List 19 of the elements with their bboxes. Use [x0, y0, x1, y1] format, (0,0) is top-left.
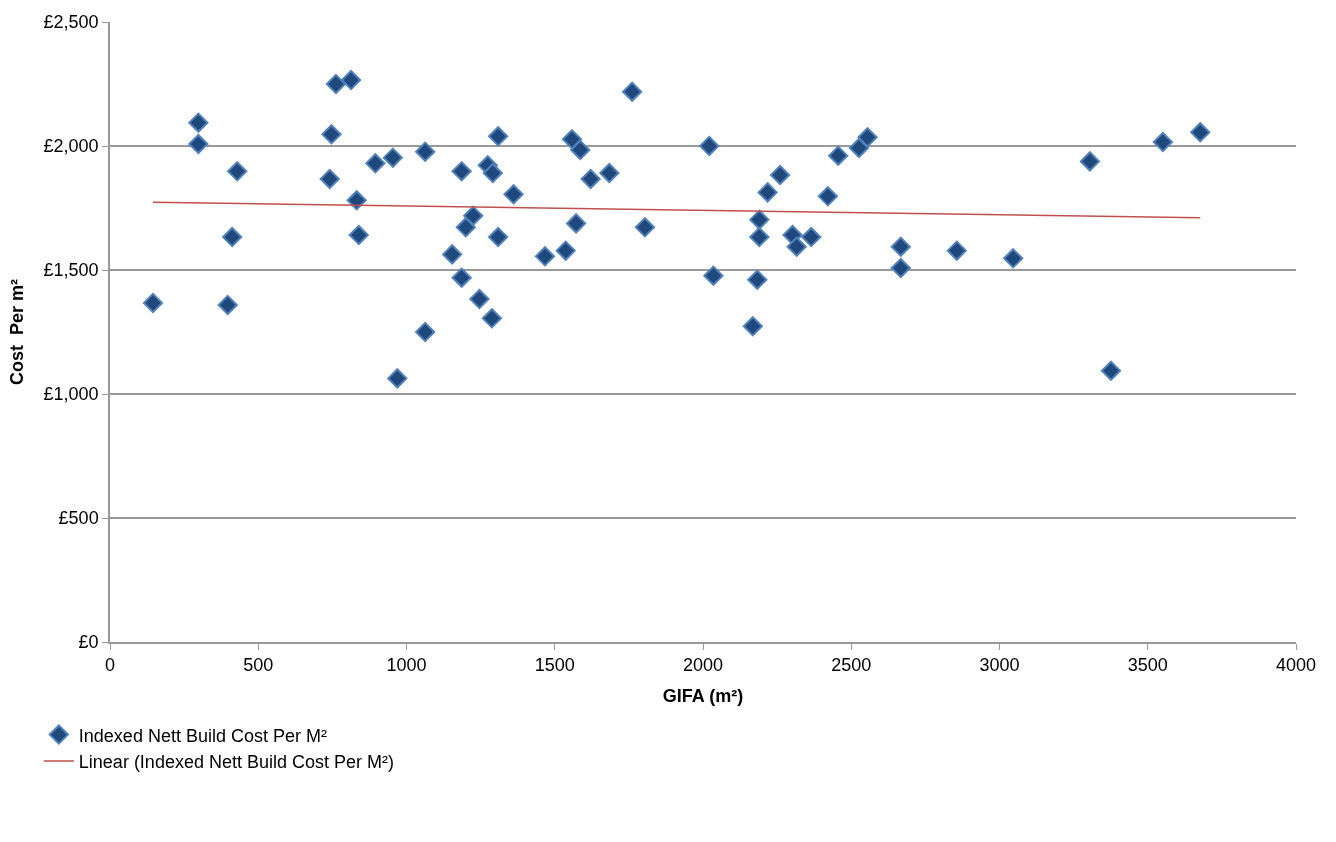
- y-tick-label: £0: [78, 632, 99, 653]
- y-axis-title: Cost Per m²: [7, 278, 28, 386]
- y-tick-label: £500: [58, 508, 99, 529]
- x-tick-label: 3000: [979, 655, 1020, 676]
- x-tick-label: 0: [104, 655, 116, 676]
- x-tick-label: 4000: [1275, 655, 1317, 676]
- y-tick-label: £2,500: [43, 12, 99, 33]
- x-tick-label: 500: [243, 655, 274, 676]
- legend-label: Linear (Indexed Nett Build Cost Per M²): [78, 752, 394, 773]
- y-tick-label: £2,000: [43, 136, 99, 157]
- x-axis-title: GIFA (m²): [662, 685, 744, 706]
- legend-label: Indexed Nett Build Cost Per M²: [78, 725, 327, 746]
- x-tick-label: 2500: [831, 655, 872, 676]
- x-tick-label: 1000: [386, 655, 427, 676]
- x-tick-label: 1500: [534, 655, 575, 676]
- y-tick-label: £1,000: [43, 384, 99, 405]
- x-tick-label: 2000: [682, 655, 724, 676]
- x-tick-label: 3500: [1127, 655, 1168, 676]
- y-tick-label: £1,500: [43, 260, 99, 281]
